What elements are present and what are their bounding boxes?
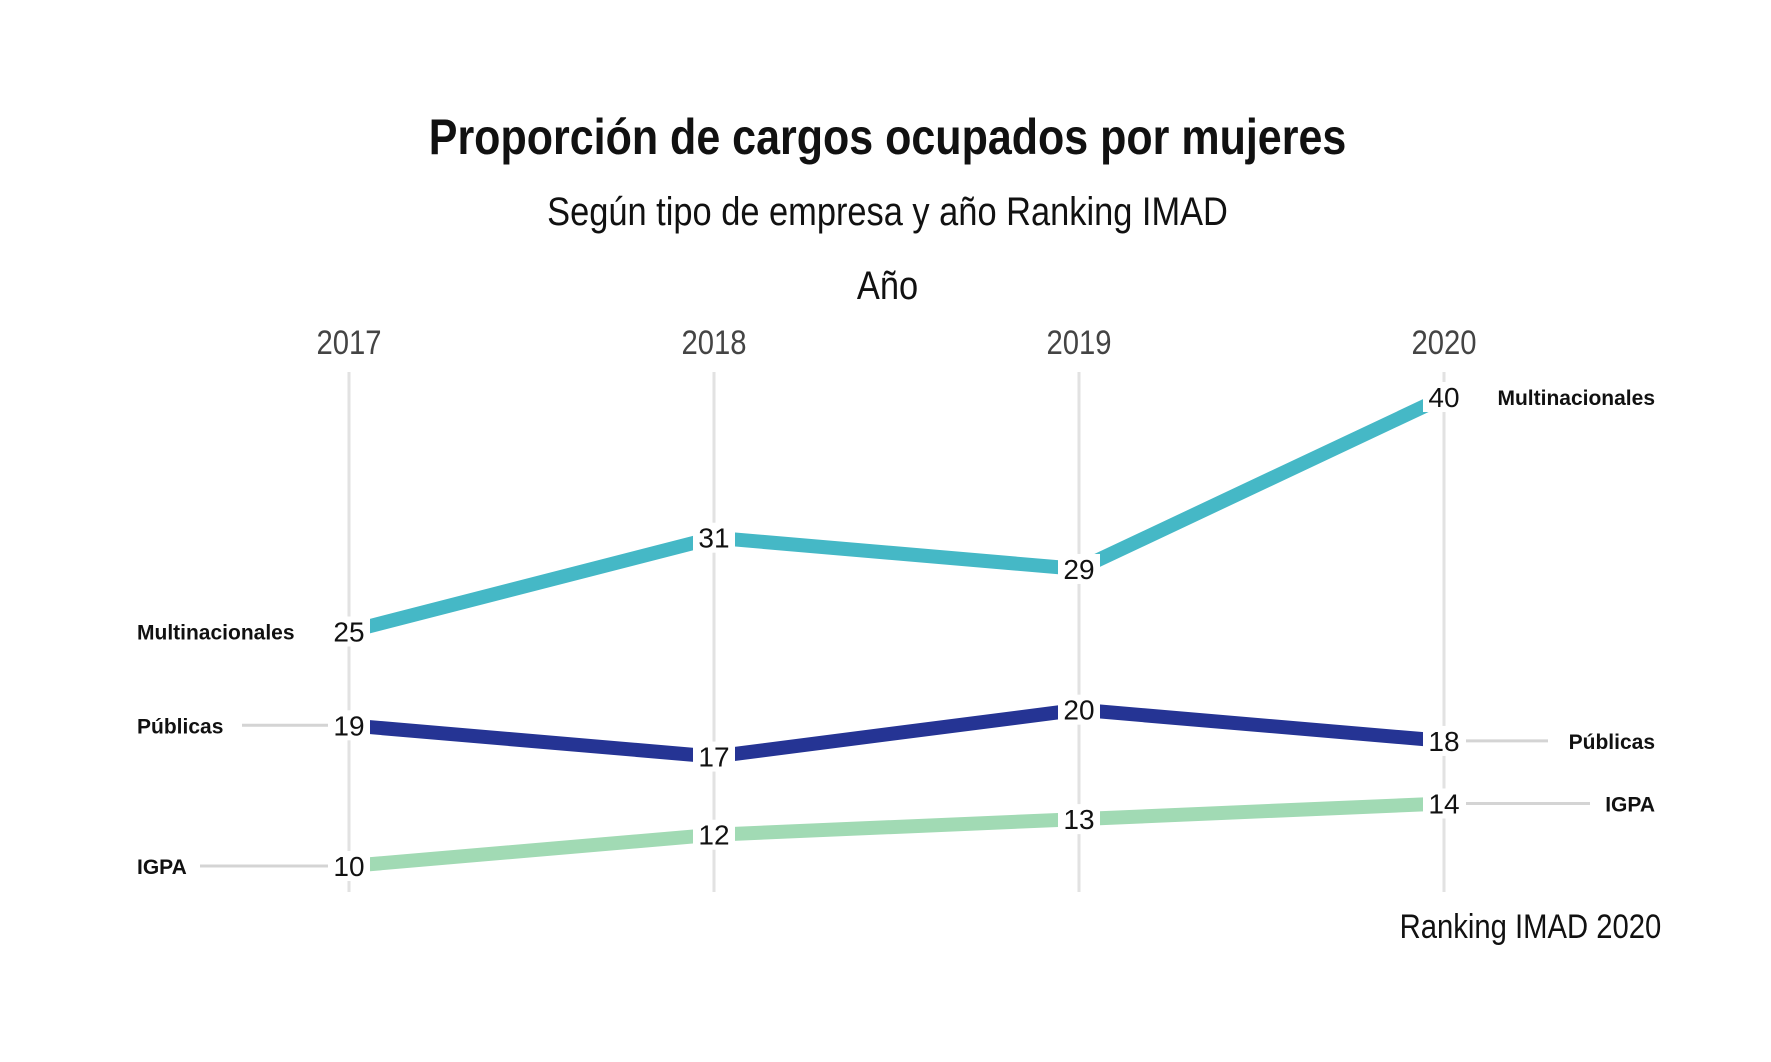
series-label-right-igpa: IGPA [1605, 793, 1655, 816]
value-label-igpa-2019: 13 [1063, 804, 1094, 835]
series-label-left-publicas: Públicas [137, 715, 223, 738]
value-label-bg [693, 741, 735, 772]
value-label-igpa-2018: 12 [698, 820, 729, 851]
value-label-bg [693, 522, 735, 553]
value-labels: 25 31 29 40 19 17 20 18 10 12 13 14 [328, 382, 1465, 882]
value-label-igpa-2020: 14 [1428, 788, 1459, 819]
value-label-bg [1058, 804, 1100, 835]
x-axis-label: Año [856, 264, 919, 308]
chart-caption: Ranking IMAD 2020 [1399, 908, 1661, 946]
series-label-right-publicas: Públicas [1569, 731, 1655, 754]
series-lines [347, 390, 1447, 873]
value-label-bg [1423, 725, 1465, 756]
label-connectors [200, 723, 1590, 868]
value-label-bg [328, 851, 370, 881]
value-label-bg [1423, 382, 1465, 413]
x-tick-label: 2020 [1411, 323, 1476, 362]
series-label-right-multinacionales: Multinacionales [1497, 387, 1655, 410]
value-label-bg [1423, 788, 1465, 819]
series-label-left-multinacionales: Multinacionales [137, 622, 295, 645]
value-label-multinacionales-2020: 40 [1428, 382, 1459, 413]
x-tick-labels: 2017 2018 2019 2020 [316, 323, 1476, 362]
value-label-publicas-2017: 19 [333, 710, 364, 741]
chart-title: Proporción de cargos ocupados por mujere… [428, 109, 1347, 165]
value-label-multinacionales-2019: 29 [1063, 554, 1094, 585]
x-tick-label: 2019 [1046, 323, 1111, 362]
series-line-multinacionales [347, 390, 1447, 639]
x-tick-label: 2017 [316, 323, 381, 362]
value-label-bg [693, 819, 735, 850]
value-label-multinacionales-2018: 31 [698, 523, 729, 554]
value-label-publicas-2018: 17 [698, 742, 729, 773]
value-label-bg [328, 616, 370, 647]
x-tick-label: 2018 [681, 323, 746, 362]
value-label-igpa-2017: 10 [333, 851, 364, 882]
chart-subtitle: Según tipo de empresa y año Ranking IMAD [547, 190, 1228, 234]
series-labels: Multinacionales Multinacionales Públicas Pú… [137, 387, 1655, 879]
value-label-bg [328, 710, 370, 741]
series-label-left-igpa: IGPA [137, 856, 187, 879]
series-line-publicas [348, 702, 1445, 764]
value-label-bg [1058, 694, 1100, 725]
series-line-igpa [348, 796, 1445, 873]
value-label-publicas-2020: 18 [1428, 726, 1459, 757]
value-label-publicas-2019: 20 [1063, 695, 1094, 726]
value-label-multinacionales-2017: 25 [333, 617, 364, 648]
value-label-bg [1058, 553, 1100, 584]
